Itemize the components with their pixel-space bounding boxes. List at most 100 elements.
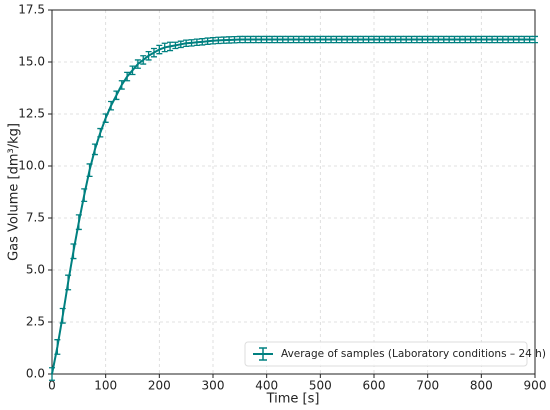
error-bar <box>440 35 447 44</box>
error-bar <box>231 35 238 44</box>
error-bar <box>365 35 372 44</box>
error-bar <box>403 35 410 44</box>
error-bar <box>333 35 340 44</box>
x-tick-label: 600 <box>363 379 386 393</box>
error-bar <box>435 35 442 44</box>
x-tick-label: 100 <box>94 379 117 393</box>
error-bar <box>376 35 383 44</box>
error-bar <box>413 35 420 44</box>
error-bar <box>129 65 136 76</box>
error-bar <box>118 80 125 90</box>
error-bar <box>489 35 496 44</box>
error-bar <box>247 35 254 44</box>
y-tick-label: 10.0 <box>18 159 45 173</box>
error-bar <box>172 41 179 50</box>
error-bar <box>70 243 77 260</box>
error-bar <box>354 35 361 44</box>
error-bar <box>515 35 522 44</box>
error-bar <box>145 50 152 61</box>
error-bar <box>193 38 200 47</box>
error-bar <box>344 35 351 44</box>
error-bar <box>483 35 490 44</box>
error-bar <box>279 35 286 44</box>
error-bar <box>274 35 281 44</box>
error-bar <box>59 307 66 324</box>
y-tick-label: 2.5 <box>26 315 45 329</box>
y-axis-label: Gas Volume [dm³/kg] <box>7 123 22 261</box>
error-bar <box>220 36 227 44</box>
x-axis-label: Time [s] <box>266 392 320 407</box>
error-bar <box>210 37 216 45</box>
error-bar <box>269 35 276 44</box>
error-bar <box>322 35 329 44</box>
x-tick-label: 0 <box>48 379 56 393</box>
error-bar <box>86 163 93 178</box>
error-bar <box>49 367 55 381</box>
error-bar <box>301 35 308 44</box>
x-tick-label: 500 <box>309 379 332 393</box>
error-bar <box>328 35 335 44</box>
error-bar <box>263 35 270 44</box>
error-bar <box>446 35 453 44</box>
error-bar <box>150 47 157 58</box>
error-bar <box>108 100 115 111</box>
error-bar <box>521 35 528 44</box>
error-bar <box>97 127 104 138</box>
error-bar <box>204 37 211 45</box>
error-bar <box>161 42 168 53</box>
error-bar <box>387 35 394 44</box>
legend-label: Average of samples (Laboratory condition… <box>281 348 546 360</box>
y-tick-label: 5.0 <box>26 263 45 277</box>
y-tick-label: 17.5 <box>18 3 45 17</box>
x-tick-label: 300 <box>202 379 225 393</box>
series-line <box>51 38 535 375</box>
error-bar <box>102 113 109 123</box>
error-bar <box>472 35 479 44</box>
y-tick-label: 12.5 <box>18 107 45 121</box>
x-tick-label: 700 <box>416 379 439 393</box>
error-bar <box>424 35 431 44</box>
error-bar <box>124 71 131 82</box>
y-tick-label: 15.0 <box>18 55 45 69</box>
error-bar <box>140 55 147 65</box>
error-bar <box>532 35 538 44</box>
error-bar <box>349 35 356 44</box>
legend-swatch-marker <box>259 347 267 361</box>
error-bar <box>226 36 233 44</box>
error-bar <box>510 35 517 44</box>
error-bar <box>430 35 437 44</box>
error-bar <box>311 35 318 44</box>
error-bar <box>199 38 206 46</box>
error-bar <box>419 35 426 44</box>
error-bar <box>526 35 533 44</box>
y-tick-label: 7.5 <box>26 211 45 225</box>
y-tick-label: 0.0 <box>26 367 45 381</box>
x-tick-label: 200 <box>148 379 171 393</box>
error-bar <box>113 90 120 101</box>
legend: Average of samples (Laboratory condition… <box>244 341 546 367</box>
error-bar <box>252 35 259 44</box>
error-bar <box>258 35 265 44</box>
error-bar <box>285 35 292 44</box>
error-bar <box>499 35 506 44</box>
x-tick-label: 800 <box>470 379 493 393</box>
error-bar <box>317 35 324 44</box>
error-bar <box>167 41 174 52</box>
error-bar <box>371 35 377 44</box>
error-bar <box>451 35 458 44</box>
error-bar <box>75 214 82 231</box>
error-bar <box>54 339 61 355</box>
error-bar <box>505 35 512 44</box>
error-bar <box>215 36 222 45</box>
error-bar <box>360 35 367 44</box>
error-bar <box>381 35 388 44</box>
error-bar <box>456 35 463 44</box>
error-bar <box>188 39 195 47</box>
error-bar <box>183 39 190 48</box>
error-bar <box>295 35 302 44</box>
error-bar <box>397 35 404 44</box>
error-bar <box>177 40 184 49</box>
error-bar <box>392 35 399 44</box>
legend-box <box>244 341 528 367</box>
